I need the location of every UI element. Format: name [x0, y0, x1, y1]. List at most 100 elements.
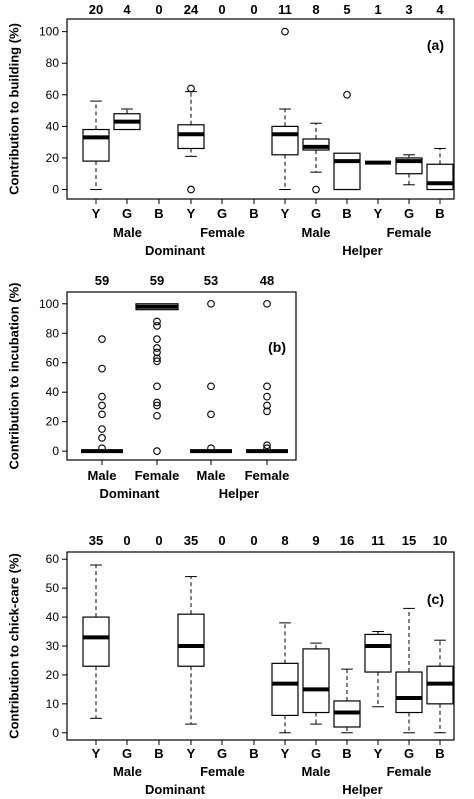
y-tick-label: 10	[46, 697, 60, 711]
x-tick-label: G	[311, 746, 321, 761]
outlier-point	[312, 185, 320, 194]
y-tick-label: 40	[46, 610, 60, 624]
y-tick-label: 20	[46, 415, 60, 429]
box-plot	[426, 147, 454, 191]
x-tick-label: Y	[281, 206, 290, 221]
y-tick-label: 60	[46, 356, 60, 370]
y-tick-label: 40	[46, 385, 60, 399]
panel-label: (c)	[427, 591, 444, 607]
y-tick-label: 0	[52, 183, 59, 197]
x-tick-label: Y	[92, 746, 101, 761]
outlier-point	[207, 444, 215, 453]
x-tick-label: Y	[374, 746, 383, 761]
outlier-point	[263, 441, 271, 450]
plot-frame	[66, 18, 455, 200]
sex-group-label: Male	[113, 764, 142, 779]
box-plot	[395, 607, 423, 734]
sample-size-label: 0	[123, 533, 130, 548]
box-iqr	[177, 613, 205, 667]
box-iqr	[271, 125, 299, 156]
sample-size-label: 0	[218, 533, 225, 548]
x-tick-label: G	[404, 746, 414, 761]
outlier-point	[153, 354, 161, 363]
outlier-point	[263, 382, 271, 391]
box-iqr	[426, 163, 454, 191]
sex-group-label: Female	[387, 764, 432, 779]
x-tick-label: Y	[187, 206, 196, 221]
x-tick-label: Female	[245, 468, 290, 483]
box-plot	[333, 668, 361, 734]
x-tick-label: Male	[88, 468, 117, 483]
outlier-point	[98, 425, 106, 433]
outlier-point	[153, 335, 161, 344]
sample-size-label: 0	[250, 2, 257, 17]
outlier-point	[187, 185, 195, 194]
y-tick-label: 40	[46, 119, 60, 133]
sample-size-label: 8	[312, 2, 319, 17]
box-plot	[177, 84, 205, 194]
y-tick-label: 50	[46, 581, 60, 595]
outlier-point	[153, 317, 161, 326]
outlier-point	[153, 322, 161, 330]
sample-size-label: 4	[436, 2, 444, 17]
box-plot	[246, 299, 288, 454]
box-plot	[364, 631, 392, 708]
outlier-point	[98, 434, 106, 442]
outlier-point	[98, 410, 106, 419]
box-plot	[190, 299, 232, 454]
y-tick-label: 30	[46, 639, 60, 653]
outlier-point	[207, 299, 215, 308]
sample-size-label: 3	[405, 2, 412, 17]
sample-size-label: 11	[371, 533, 385, 548]
sample-size-label: 0	[155, 533, 162, 548]
box-iqr	[82, 616, 110, 667]
box-plot	[271, 27, 299, 191]
outlier-point	[281, 27, 289, 36]
outlier-point	[207, 382, 215, 391]
sex-group-label: Female	[200, 225, 245, 240]
outlier-point	[98, 444, 106, 453]
x-tick-label: Male	[197, 468, 226, 483]
box-iqr	[82, 128, 110, 162]
chart-panel-3: 0 10 20 30 40 50 60 Contribution to chick-care …	[7, 533, 455, 797]
outlier-point	[153, 344, 161, 352]
sample-size-label: 16	[340, 533, 354, 548]
sample-size-label: 48	[260, 273, 274, 288]
box-plot	[426, 639, 454, 734]
box-plot	[395, 154, 423, 186]
sex-group-label: Male	[302, 764, 331, 779]
sample-size-label: 0	[218, 2, 225, 17]
status-group-label: Dominant	[100, 486, 161, 501]
box-plot	[177, 576, 205, 725]
x-tick-label: G	[122, 206, 132, 221]
y-axis-label: Contribution to chick-care (%)	[7, 553, 22, 739]
x-tick-label: G	[404, 206, 414, 221]
box-plot	[82, 100, 110, 191]
sample-size-label: 8	[281, 533, 288, 548]
box-iqr	[177, 124, 205, 150]
outlier-point	[263, 444, 271, 453]
y-tick-label: 0	[52, 444, 59, 458]
y-tick-label: 0	[52, 726, 59, 740]
x-tick-label: Female	[135, 468, 180, 483]
x-tick-label: B	[154, 206, 163, 221]
outlier-point	[263, 299, 271, 308]
status-group-label: Dominant	[145, 243, 206, 258]
box-iqr	[271, 662, 299, 717]
y-tick-label: 100	[39, 25, 59, 39]
sex-group-label: Male	[302, 225, 331, 240]
box-plot	[271, 622, 299, 734]
box-plot	[302, 642, 330, 725]
status-group-label: Helper	[342, 243, 382, 258]
status-group-label: Helper	[342, 782, 382, 797]
panel-label: (b)	[268, 339, 286, 355]
sample-size-label: 53	[204, 273, 218, 288]
box-plot	[81, 335, 123, 454]
x-tick-label: G	[217, 206, 227, 221]
sample-size-label: 0	[155, 2, 162, 17]
x-tick-label: Y	[187, 746, 196, 761]
outlier-point	[343, 90, 351, 99]
y-tick-label: 20	[46, 151, 60, 165]
outlier-point	[98, 401, 106, 410]
